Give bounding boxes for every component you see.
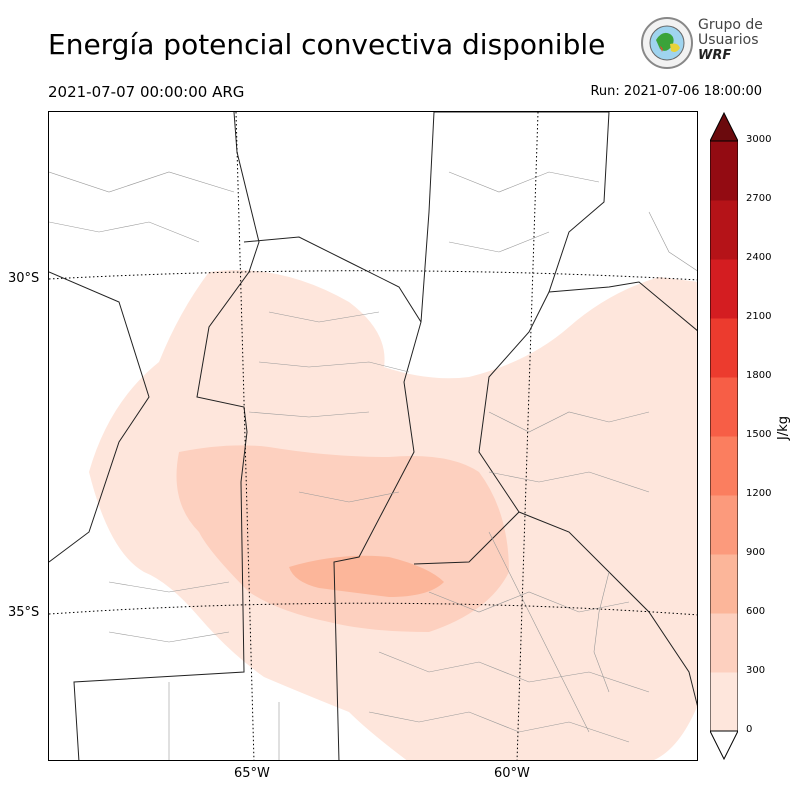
colorbar-extend-top	[710, 111, 738, 142]
colorbar-bin	[710, 259, 738, 319]
colorbar-tick-label: 900	[746, 547, 766, 558]
map-panel	[48, 111, 698, 761]
map-canvas	[49, 112, 697, 760]
valid-time: 2021-07-07 00:00:00 ARG	[48, 83, 245, 101]
colorbar-tick-label: 2100	[746, 311, 772, 322]
colorbar-tick-label: 0	[746, 724, 753, 735]
colorbar-bin	[710, 554, 738, 614]
page-title: Energía potencial convectiva disponible	[48, 28, 606, 61]
colorbar-bin	[710, 318, 738, 378]
logo-line-2: Usuarios	[698, 32, 759, 48]
colorbar-bin	[710, 495, 738, 555]
colorbar-tick-label: 3000	[746, 134, 772, 145]
colorbar	[710, 111, 738, 761]
globe-icon	[641, 17, 693, 69]
colorbar-tick-label: 1200	[746, 488, 772, 499]
colorbar-tick-label: 1500	[746, 429, 772, 440]
colorbar-bin	[710, 377, 738, 437]
group-logo: Grupo de Usuarios WRF	[640, 16, 770, 72]
graticule	[49, 112, 697, 760]
colorbar-bin	[710, 672, 738, 732]
colorbar-unit: J/kg	[776, 416, 791, 440]
lon-label-65: 65°W	[234, 766, 270, 781]
run-time: Run: 2021-07-06 18:00:00	[590, 84, 762, 99]
lat-label-35: 35°S	[8, 605, 40, 620]
cape-shading	[89, 270, 697, 760]
cape-region-high	[289, 555, 444, 597]
lat-label-30: 30°S	[8, 271, 40, 286]
logo-line-1: Grupo de	[698, 17, 763, 33]
colorbar-bin	[710, 141, 738, 201]
colorbar-tick-label: 600	[746, 606, 766, 617]
colorbar-bin	[710, 436, 738, 496]
colorbar-extend-bottom	[710, 730, 738, 761]
colorbar-tick-label: 300	[746, 665, 766, 676]
lon-label-60: 60°W	[494, 766, 530, 781]
province-borders	[49, 112, 697, 760]
colorbar-tick-label: 2700	[746, 193, 772, 204]
department-lines	[49, 171, 697, 760]
colorbar-bin	[710, 200, 738, 260]
colorbar-bin	[710, 613, 738, 673]
logo-line-3: WRF	[698, 48, 732, 63]
colorbar-tick-label: 1800	[746, 370, 772, 381]
colorbar-tick-label: 2400	[746, 252, 772, 263]
